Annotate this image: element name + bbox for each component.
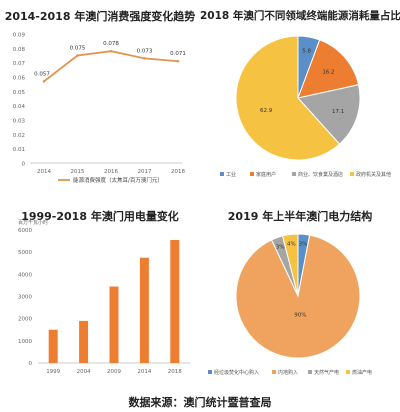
pie-slice xyxy=(235,234,361,359)
energy-pie-panel: 2018 年澳门不同领域终端能源消耗量占比 5.8 16.2 17.1 62.9 工业 家… xyxy=(200,0,400,200)
x-tick-label: 2009 xyxy=(107,369,121,375)
bar xyxy=(48,329,58,363)
series-line xyxy=(43,50,179,83)
bar xyxy=(109,286,119,363)
legend-swatch xyxy=(220,172,224,176)
y-tick-label: 5000 xyxy=(18,250,32,256)
legend-swatch xyxy=(208,370,212,374)
y-tick-label: 3000 xyxy=(18,295,32,301)
legend-swatch xyxy=(272,370,276,374)
x-tick-label: 2015 xyxy=(71,169,85,175)
slice-label: 5.8 xyxy=(302,48,311,54)
legend-swatch xyxy=(346,370,350,374)
legend-label: 燃油产电 xyxy=(352,369,372,376)
pie-slice xyxy=(297,84,361,145)
y-tick-label: 0.05 xyxy=(13,90,26,96)
x-tick-label: 2004 xyxy=(77,369,91,375)
line-chart-panel: 2014-2018 年澳门消费强度变化趋势 0 0.01 0.02 0.03 0.04 0… xyxy=(0,0,200,200)
y-tick-label: 6000 xyxy=(18,228,32,234)
energy-pie-chart: 5.8 16.2 17.1 62.9 工业 家庭用户 商业、饮食業及酒店 政府机关及其他 xyxy=(220,35,391,178)
power-pie-panel: 2019 年上半年澳门电力结构 3% 90% 3% 4% 经垃圾焚化中心购入 内地购入 天然… xyxy=(200,200,400,390)
legend-label: 能源消费强度（太焦耳/百万澳门元） xyxy=(73,176,163,184)
y-tick-label: 0.03 xyxy=(13,119,26,125)
data-label: 0.075 xyxy=(70,46,86,52)
data-label: 0.078 xyxy=(103,41,119,47)
legend-swatch xyxy=(292,172,296,176)
y-tick-label: 0 xyxy=(29,361,33,367)
legend-label: 工业 xyxy=(226,171,236,178)
line-chart: 0 0.01 0.02 0.03 0.04 0.05 0.06 0.07 0.08 0.09 201… xyxy=(13,33,186,185)
data-point xyxy=(109,49,113,53)
power-pie-title: 2019 年上半年澳门电力结构 xyxy=(227,210,373,223)
x-tick-label: 1999 xyxy=(46,369,60,375)
bar xyxy=(170,239,180,363)
legend-label: 天然气产电 xyxy=(314,369,339,376)
y-axis-label: 百万千瓦小时 xyxy=(18,219,48,226)
energy-pie-title: 2018 年澳门不同领域终端能源消耗量占比 xyxy=(200,10,400,22)
slice-label: 62.9 xyxy=(260,108,273,114)
legend-swatch xyxy=(250,172,254,176)
legend-swatch xyxy=(308,370,312,374)
pie-slice xyxy=(281,233,299,297)
slice-label: 17.1 xyxy=(332,109,344,115)
slice-label: 3% xyxy=(299,242,308,248)
legend-label: 内地购入 xyxy=(278,369,298,376)
data-label: 0.071 xyxy=(170,51,186,57)
data-point xyxy=(76,54,79,57)
y-tick-label: 0.09 xyxy=(13,33,26,39)
y-tick-label: 2000 xyxy=(18,317,32,323)
y-tick-label: 0.01 xyxy=(13,147,25,153)
data-source: 数据来源：澳门统计暨普查局 xyxy=(128,396,272,409)
bar xyxy=(79,320,89,363)
bar xyxy=(139,257,149,363)
bar-chart: 百万千瓦小时 0 1000 2000 3000 4000 5000 6000 1999 2004 2… xyxy=(18,219,190,375)
slice-label: 4% xyxy=(287,242,296,248)
pie-slice xyxy=(297,39,360,99)
slice-label: 16.2 xyxy=(322,70,334,76)
pie-slice xyxy=(235,35,341,161)
legend-label: 家庭用户 xyxy=(256,171,276,178)
data-label: 0.057 xyxy=(34,71,50,77)
y-tick-label: 0.07 xyxy=(13,61,26,67)
slice-label: 3% xyxy=(276,244,285,250)
line-chart-title: 2014-2018 年澳门消费强度变化趋势 xyxy=(4,10,196,23)
y-tick-label: 0.06 xyxy=(13,76,26,82)
x-tick-label: 2014 xyxy=(37,169,51,175)
legend-label: 商业、饮食業及酒店 xyxy=(298,171,343,178)
legend-label: 经垃圾焚化中心购入 xyxy=(214,369,259,376)
bar-chart-panel: 1999-2018 年澳门用电量变化 百万千瓦小时 0 1000 2000 3000 40… xyxy=(0,200,200,390)
y-tick-label: 0.04 xyxy=(13,104,26,110)
x-tick-label: 2018 xyxy=(168,369,182,375)
y-tick-label: 1000 xyxy=(18,339,32,345)
y-tick-label: 4000 xyxy=(18,272,32,278)
x-tick-label: 2018 xyxy=(171,169,185,175)
data-label: 0.073 xyxy=(137,48,153,54)
y-tick-label: 0.08 xyxy=(13,47,26,53)
data-point xyxy=(143,57,146,60)
y-tick-label: 0 xyxy=(22,162,26,168)
data-point xyxy=(42,80,46,83)
y-tick-label: 0.02 xyxy=(13,133,25,139)
x-tick-label: 2016 xyxy=(104,169,118,175)
slice-label: 90% xyxy=(294,312,306,318)
legend-swatch xyxy=(350,172,354,176)
bar-chart-title: 1999-2018 年澳门用电量变化 xyxy=(21,210,179,223)
x-tick-label: 2014 xyxy=(137,369,151,375)
x-tick-label: 2017 xyxy=(138,169,152,175)
legend-label: 政府机关及其他 xyxy=(356,171,391,178)
power-pie-chart: 3% 90% 3% 4% 经垃圾焚化中心购入 内地购入 天然气产电 燃油产电 xyxy=(208,233,372,376)
data-point xyxy=(176,59,180,63)
